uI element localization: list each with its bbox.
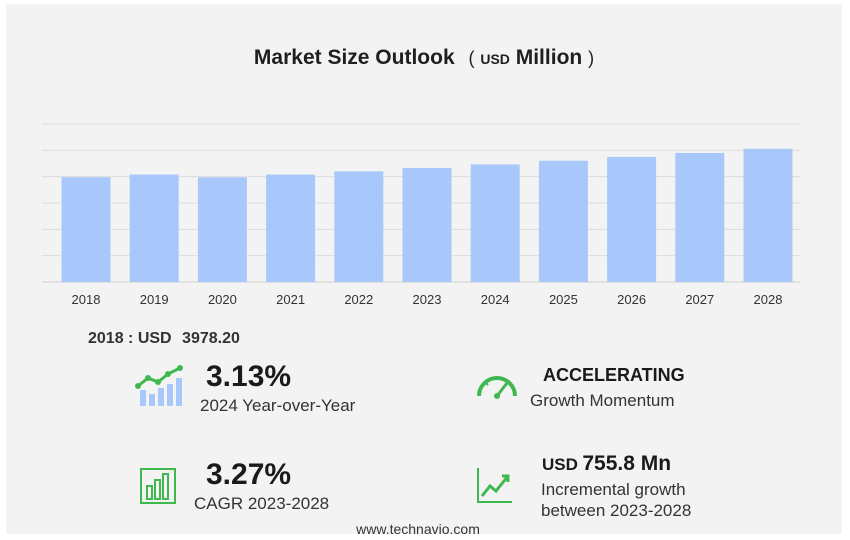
title-paren-open: ( — [468, 48, 475, 68]
cagr-label: CAGR 2023-2028 — [194, 494, 330, 513]
base-year-label: 2018 : USD — [88, 330, 172, 347]
x-tick-label: 2020 — [208, 292, 237, 307]
x-tick-label: 2019 — [140, 292, 169, 307]
incremental-label-1: Incremental growth — [541, 480, 686, 499]
bar-2024 — [470, 164, 520, 282]
title-paren-close: ) — [588, 48, 595, 68]
title-unit-small: USD — [480, 51, 510, 67]
incremental-value: USD 755.8 Mn — [542, 452, 671, 476]
x-tick-label: 2025 — [549, 292, 578, 307]
bar-chart: 2018 2019 2020 2021 2022 2023 2024 2025 2026 2027… — [42, 123, 800, 307]
bar-2028 — [743, 148, 793, 282]
bar-2019 — [129, 174, 179, 282]
bar-2021 — [266, 174, 316, 282]
yoy-value: 3.13% — [206, 360, 292, 393]
title-main: Market Size Outlook — [253, 46, 455, 69]
momentum-label: Growth Momentum — [530, 391, 675, 410]
x-tick-label: 2027 — [685, 292, 714, 307]
bar-growth-icon — [135, 365, 183, 406]
base-year-value: 2018 : USD 3978.20 — [88, 330, 246, 348]
base-value: 3978.20 — [182, 330, 240, 347]
momentum-value: ACCELERATING — [543, 365, 685, 385]
bar-2018 — [61, 177, 111, 282]
speedometer-icon — [477, 376, 517, 399]
incremental-amount: 755.8 Mn — [582, 452, 672, 475]
bar-2027 — [675, 152, 725, 282]
yoy-label: 2024 Year-over-Year — [200, 396, 356, 415]
chart-bars — [61, 148, 793, 282]
chart-title: Market Size Outlook ( USD Million ) — [6, 46, 842, 70]
bar-2020 — [197, 177, 247, 282]
bar-2022 — [334, 171, 384, 282]
x-tick-label: 2026 — [617, 292, 646, 307]
trend-line-icon — [477, 468, 512, 503]
x-tick-label: 2021 — [276, 292, 305, 307]
bar-2026 — [607, 156, 657, 282]
bar-2025 — [538, 160, 588, 282]
incremental-label-2: between 2023-2028 — [541, 501, 692, 520]
incremental-currency: USD — [542, 455, 578, 474]
bar-2023 — [402, 167, 452, 282]
x-tick-label: 2022 — [344, 292, 373, 307]
infographic-card: Market Size Outlook ( USD Million ) 2018… — [6, 4, 842, 534]
x-tick-label: 2023 — [413, 292, 442, 307]
x-tick-label: 2028 — [754, 292, 783, 307]
bar-chart-icon — [140, 468, 176, 504]
title-unit: Million — [515, 46, 583, 69]
x-axis-ticks: 2018 2019 2020 2021 2022 2023 2024 2025 2026 2027… — [72, 292, 783, 307]
x-tick-label: 2024 — [481, 292, 510, 307]
x-tick-label: 2018 — [72, 292, 101, 307]
cagr-value: 3.27% — [206, 458, 292, 491]
source-footer: www.technavio.com — [356, 521, 480, 537]
